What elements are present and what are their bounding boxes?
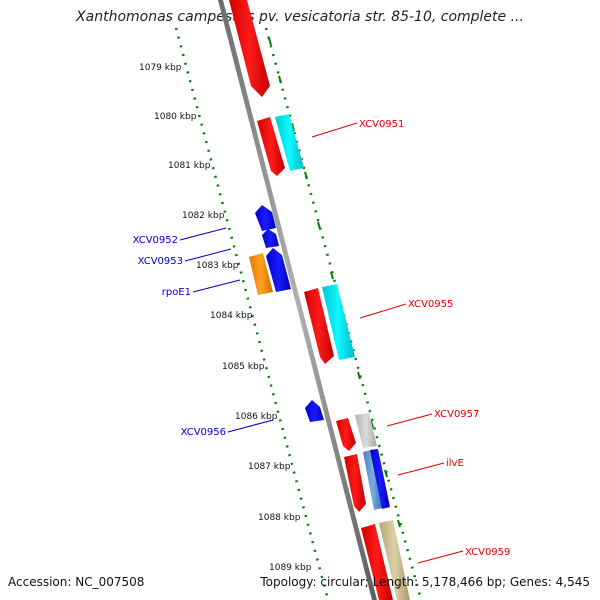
gene-label-ilve[interactable]: ilvE <box>446 458 464 469</box>
gene-rpoe1 <box>266 248 291 292</box>
leader-xcv0953 <box>184 248 232 262</box>
gene-label-xcv0955[interactable]: XCV0955 <box>408 299 453 310</box>
tick-label: 1086 kbp <box>235 412 278 422</box>
cog-block-xcv0959 <box>379 520 410 600</box>
gene-xcv0952 <box>255 205 276 231</box>
tick-label: 1084 kbp <box>210 311 253 321</box>
tick-label: 1087 kbp <box>248 462 291 472</box>
map-title: Xanthomonas campestris pv. vesicatoria s… <box>76 9 524 25</box>
cog-block-ilve-steel <box>363 450 382 510</box>
leader-rpoe1 <box>192 279 241 293</box>
cog-block-xcv0955 <box>322 284 355 360</box>
tick-label: 1085 kbp <box>222 362 265 372</box>
tick-label: 1083 kbp <box>196 261 239 271</box>
tick-label: 1082 kbp <box>182 211 225 221</box>
gene-xcv0951 <box>257 117 285 176</box>
gene-xcv0956 <box>305 400 324 422</box>
leader-xcv0952 <box>179 227 227 241</box>
leader-xcv0957 <box>386 413 433 427</box>
gene-xcv0959 <box>361 524 393 600</box>
cog-block-xcv0957 <box>355 413 377 448</box>
cog-block-ilve-blue <box>370 449 390 509</box>
cog-block-rpoe1 <box>249 253 273 295</box>
leader-xcv0955 <box>359 303 407 319</box>
gene-xcv0955 <box>304 288 334 364</box>
gene-label-xcv0959[interactable]: XCV0959 <box>465 547 510 558</box>
gene-forward-1 <box>229 0 270 97</box>
tick-label: 1080 kbp <box>154 112 197 122</box>
tick-label: 1081 kbp <box>168 161 211 171</box>
leader-xcv0956 <box>227 419 274 433</box>
tick-label: 1079 kbp <box>139 63 182 73</box>
gene-xcv0957 <box>336 418 356 451</box>
genome-backbone <box>218 0 377 600</box>
leader-ilve <box>397 462 445 476</box>
genome-summary: Topology: circular; Length: 5,178,466 bp… <box>260 575 590 589</box>
leader-xcv0959 <box>417 550 464 564</box>
gene-label-xcv0956[interactable]: XCV0956 <box>181 427 226 438</box>
accession-label: Accession: NC_007508 <box>8 575 145 589</box>
tick-label: 1088 kbp <box>258 513 301 523</box>
leader-xcv0951 <box>311 122 358 138</box>
gene-xcv0953 <box>262 229 279 248</box>
tick-label: 1089 kbp <box>269 563 312 573</box>
cog-block-xcv0951 <box>275 114 304 171</box>
gene-label-xcv0952[interactable]: XCV0952 <box>133 235 178 246</box>
gene-label-rpoe1[interactable]: rpoE1 <box>162 287 191 298</box>
gene-label-xcv0953[interactable]: XCV0953 <box>138 256 183 267</box>
gene-ilve <box>344 454 366 512</box>
gene-label-xcv0951[interactable]: XCV0951 <box>359 119 404 130</box>
gene-label-xcv0957[interactable]: XCV0957 <box>434 409 479 420</box>
